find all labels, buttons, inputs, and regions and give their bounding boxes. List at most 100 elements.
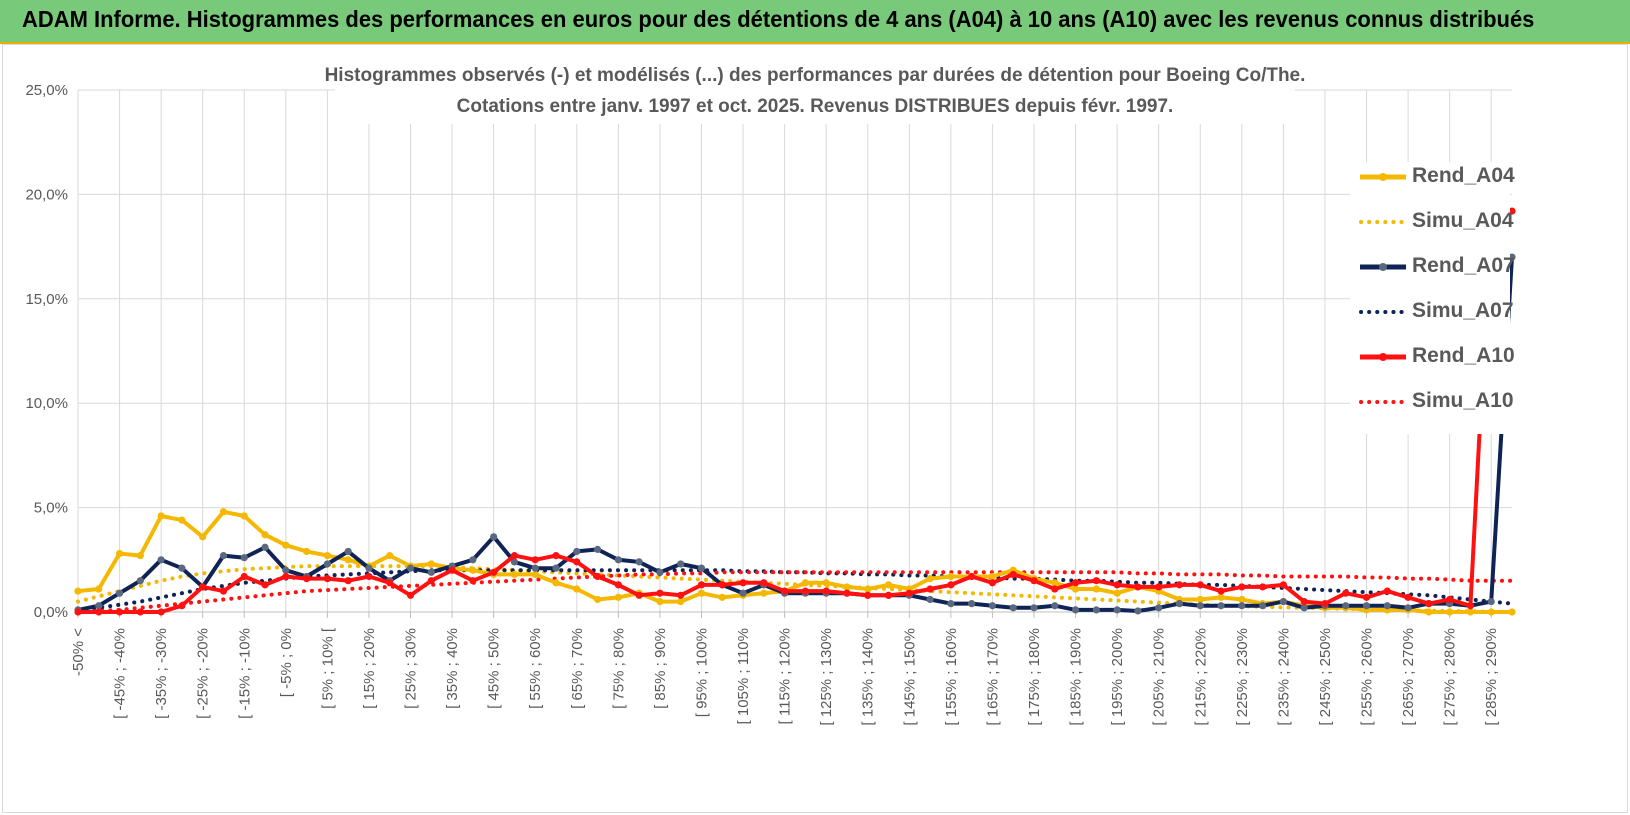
data-point-rend-a10 — [95, 608, 103, 616]
legend-item-simu-a07: Simu_A07 — [1350, 297, 1514, 327]
data-point-rend-a07 — [1383, 602, 1391, 610]
data-point-rend-a04 — [386, 552, 394, 560]
data-point-rend-a07 — [531, 564, 539, 572]
data-point-rend-a07 — [677, 560, 685, 568]
data-point-rend-a04 — [1238, 595, 1246, 604]
legend-swatch — [1360, 263, 1406, 271]
data-point-rend-a07 — [1009, 604, 1017, 612]
data-point-rend-a04 — [427, 560, 435, 568]
y-tick-label: 5,0% — [34, 500, 68, 517]
data-point-rend-a10 — [1279, 581, 1287, 589]
data-point-rend-a04 — [822, 579, 830, 587]
data-point-rend-a10 — [1113, 581, 1121, 589]
data-point-rend-a10 — [656, 589, 664, 597]
data-point-rend-a07 — [1238, 602, 1246, 610]
data-point-rend-a07 — [739, 589, 747, 597]
x-tick-label: [ 175% ; 180% — [1026, 628, 1043, 726]
x-tick-label: [ 285% ; 290% — [1483, 628, 1500, 726]
data-point-rend-a10 — [1259, 583, 1267, 591]
data-point-rend-a10 — [926, 585, 934, 593]
x-tick-label: [ 45% ; 50% — [486, 628, 503, 709]
x-tick-label: [ 205% ; 210% — [1151, 628, 1168, 726]
x-tick-label: [ 95% ; 100% — [693, 628, 710, 717]
data-point-rend-a07 — [552, 564, 560, 572]
data-point-rend-a10 — [801, 587, 809, 595]
legend-label: Rend_A04 — [1412, 164, 1515, 187]
data-point-rend-a04 — [261, 531, 269, 539]
data-point-rend-a10 — [552, 552, 560, 560]
data-point-rend-a10 — [697, 581, 706, 589]
series-line-rend-a07 — [77, 256, 1514, 613]
x-tick-label: [ 115% ; 120% — [777, 628, 794, 724]
legend-swatch — [1360, 173, 1406, 181]
data-point-rend-a07 — [178, 564, 186, 572]
data-point-rend-a07 — [406, 564, 415, 572]
x-tick-label: [ 35% ; 40% — [444, 628, 461, 709]
x-tick-label: -50% < — [70, 628, 87, 676]
x-tick-label: [ 125% ; 130% — [818, 628, 835, 726]
chart-title-background — [335, 62, 1295, 124]
series-line-simu-a04 — [76, 564, 1514, 614]
data-point-rend-a04 — [1466, 608, 1475, 616]
data-point-rend-a10 — [1466, 602, 1475, 610]
data-point-rend-a04 — [947, 572, 955, 581]
data-point-rend-a07 — [1362, 602, 1371, 610]
data-point-rend-a04 — [282, 541, 290, 549]
data-point-rend-a04 — [988, 572, 997, 581]
data-point-rend-a07 — [510, 558, 519, 566]
legend-label: Simu_A10 — [1412, 389, 1514, 412]
data-point-rend-a10 — [1425, 600, 1433, 608]
data-point-rend-a07 — [1071, 606, 1080, 614]
data-point-rend-a10 — [1446, 595, 1454, 604]
data-point-rend-a04 — [344, 556, 352, 564]
data-point-rend-a07 — [1217, 602, 1225, 610]
x-tick-label: [ -5% ; 0% — [278, 628, 295, 697]
data-point-rend-a10 — [1009, 570, 1017, 579]
report-title: ADAM Informe. Histogrammes des performan… — [22, 6, 1535, 32]
data-point-rend-a10 — [1342, 589, 1350, 597]
data-point-rend-a07 — [926, 595, 934, 604]
data-point-rend-a04 — [136, 552, 144, 560]
data-point-rend-a10 — [1175, 581, 1184, 589]
data-point-rend-a07 — [1300, 604, 1308, 612]
data-point-rend-a10 — [303, 574, 311, 583]
data-point-rend-a10 — [1300, 597, 1308, 606]
data-point-rend-a07 — [1404, 604, 1412, 612]
x-tick-label: [ 225% ; 230% — [1234, 628, 1251, 726]
legend-swatch — [1360, 353, 1406, 361]
data-point-rend-a04 — [1217, 593, 1225, 601]
data-point-rend-a10 — [261, 581, 269, 589]
data-point-rend-a04 — [1196, 595, 1204, 604]
data-point-rend-a07 — [282, 566, 290, 574]
data-point-rend-a10 — [781, 587, 789, 595]
data-point-rend-a04 — [1487, 608, 1495, 616]
x-tick-label: [ 55% ; 60% — [527, 628, 544, 709]
data-point-rend-a10 — [344, 577, 352, 585]
data-point-rend-a07 — [1051, 602, 1059, 610]
data-point-rend-a07 — [614, 556, 622, 564]
chart-legend: Rend_A04 Simu_A04 Rend_A07 Simu_A07 Rend… — [1350, 162, 1515, 434]
data-point-rend-a10 — [635, 591, 643, 599]
data-point-rend-a07 — [344, 547, 352, 556]
data-point-rend-a10 — [115, 608, 124, 616]
data-point-rend-a07 — [593, 545, 602, 553]
data-point-rend-a10 — [469, 577, 477, 585]
data-point-rend-a04 — [531, 570, 539, 579]
data-point-rend-a10 — [739, 579, 747, 587]
data-point-rend-a10 — [510, 552, 519, 560]
data-point-rend-a07 — [947, 600, 955, 608]
y-tick-label: 0,0% — [34, 604, 68, 621]
data-point-rend-a04 — [656, 597, 664, 606]
legend-swatch — [1359, 400, 1408, 404]
data-point-rend-a10 — [406, 591, 415, 599]
data-point-rend-a10 — [1051, 585, 1059, 593]
data-point-rend-a04 — [1071, 585, 1080, 593]
data-point-rend-a07 — [1175, 600, 1184, 608]
data-point-rend-a04 — [1425, 608, 1433, 616]
data-point-rend-a07 — [1259, 602, 1267, 610]
data-point-rend-a07 — [1155, 604, 1163, 612]
data-point-rend-a10 — [843, 589, 851, 597]
x-tick-label: [ 105% ; 110% — [735, 628, 752, 724]
data-point-rend-a04 — [614, 593, 622, 601]
x-tick-label: [ 145% ; 150% — [901, 628, 918, 726]
